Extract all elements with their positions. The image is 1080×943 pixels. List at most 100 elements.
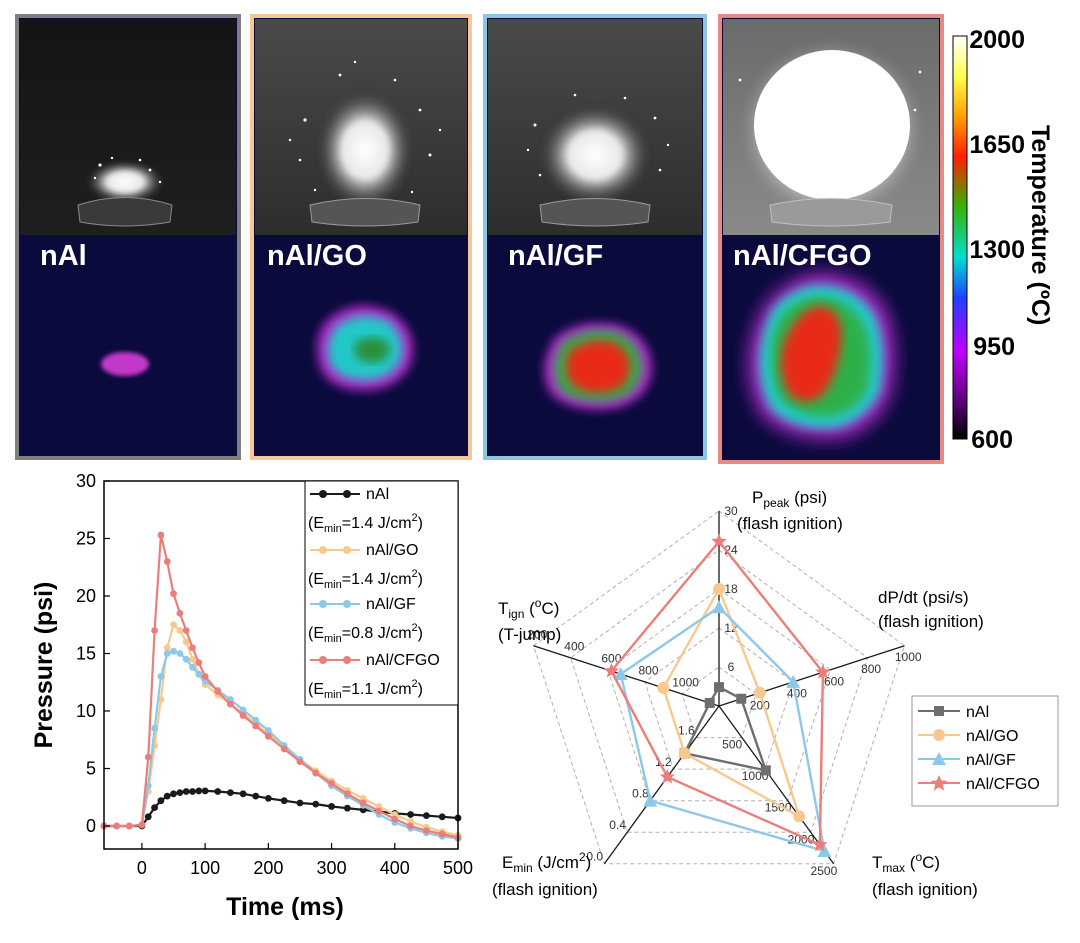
y-tick-label: 25 (76, 529, 96, 549)
radar-axis-titles: Ppeak (psi) (flash ignition) dP/dt (psi/… (492, 488, 984, 899)
data-point (422, 827, 430, 834)
data-point (201, 673, 209, 680)
pressure-time-chart: 0 100 200 300 400 500 0 5 10 15 20 25 30 Pressure (p… (30, 471, 473, 921)
colorbar-tick: 2000 (969, 26, 1025, 54)
radar-tick-label: 1500 (765, 801, 792, 815)
radar-data-point (812, 836, 828, 852)
axis-note: (T-jump) (498, 625, 561, 644)
data-point (296, 758, 304, 765)
data-point (227, 700, 234, 708)
x-tick-label: 100 (190, 858, 220, 878)
data-point (170, 621, 177, 629)
y-tick-label: 20 (76, 586, 96, 606)
data-point (125, 822, 133, 830)
legend-label: nAl/GF (966, 752, 1016, 769)
data-point (176, 789, 184, 797)
x-axis-label: Time (ms) (226, 893, 344, 921)
radar-series-nal-gf (613, 600, 832, 858)
data-point (189, 663, 196, 671)
radar-data-point (753, 686, 766, 699)
data-point (182, 788, 190, 795)
radar-tick-label: 500 (722, 738, 742, 752)
radar-tick-label: 30 (724, 504, 738, 518)
radar-tick-label: 1.2 (655, 755, 672, 769)
data-point (264, 795, 272, 802)
legend-label: nAl/GF (366, 596, 416, 613)
radar-tick-label: 1000 (672, 676, 699, 690)
data-point (343, 804, 351, 812)
radar-data-point (678, 747, 691, 760)
temperature-colorbar: 2000 1650 1300 950 600 Temperature (ºC) (952, 26, 1054, 454)
data-point (151, 724, 158, 732)
legend-entry-nal: nAl (Emin=1.4 J/cm2) (308, 486, 423, 535)
radar-data-point (713, 583, 725, 595)
radar-tick-label: 0.8 (632, 787, 649, 801)
data-point (239, 712, 247, 719)
radar-grid-ring (681, 666, 757, 739)
radar-series-nal-go (657, 583, 806, 823)
legend-entry-nal-cfgo: nAl/CFGO (Emin=1.1 J/cm2) (308, 652, 440, 701)
radar-axis (533, 645, 720, 707)
x-tick-label: 0 (137, 858, 147, 878)
data-point (391, 815, 399, 823)
panel-label: nAl/CFGO (733, 240, 872, 272)
data-point (201, 787, 209, 795)
radar-series-nal-cfgo (603, 533, 831, 852)
data-point (280, 797, 288, 805)
axis-note: (flash ignition) (492, 880, 598, 899)
panel-label: nAl/GF (508, 240, 603, 272)
y-tick-label: 15 (76, 644, 96, 664)
legend-entry-nal-go: nAl/GO (Emin=1.4 J/cm2) (308, 542, 423, 591)
data-point (264, 732, 272, 740)
data-point (343, 790, 351, 798)
legend-emin: (Emin=1.4 J/cm2) (308, 568, 423, 591)
data-point (252, 722, 260, 730)
data-point (214, 788, 222, 795)
axis-title-tmax: Tmax (oC) (872, 850, 940, 875)
axis-title-ppeak: Ppeak (psi) (752, 488, 827, 510)
radar-tick-label: 200 (527, 627, 547, 641)
data-point (422, 812, 430, 820)
data-point (280, 745, 288, 753)
data-point (163, 644, 171, 652)
radar-data-point (714, 682, 724, 693)
radar-data-point (643, 793, 658, 807)
colorbar-title: Temperature (ºC) (1026, 125, 1054, 325)
legend-label: nAl (366, 486, 389, 503)
data-point (195, 670, 203, 678)
data-point (182, 627, 190, 634)
legend-entry-nal: nAl (918, 704, 989, 721)
legend-entry-nal-gf: nAl/GF (Emin=0.8 J/cm2) (308, 596, 423, 645)
x-tick-label: 300 (317, 858, 347, 878)
radar-data-point (786, 674, 801, 688)
radar-series-line (609, 539, 825, 847)
data-point (113, 822, 121, 830)
radar-tick-label: 600 (601, 651, 621, 665)
legend-label: nAl/CFGO (966, 776, 1040, 793)
colorbar-tick: 1300 (969, 236, 1025, 264)
radar-data-point (704, 697, 715, 708)
data-point (157, 531, 165, 539)
radar-legend: nAl nAl/GO nAl/GF nAl/CFGO (911, 695, 1059, 807)
radar-series-line (619, 605, 826, 853)
data-point (163, 558, 171, 565)
data-point (157, 797, 165, 805)
series-nal (100, 787, 462, 830)
data-point (296, 799, 304, 807)
y-axis-label: Pressure (psi) (30, 582, 58, 749)
y-tick-label: 0 (86, 816, 96, 836)
data-point (157, 673, 165, 680)
radar-chart: 6121824302004006008001000500100015002000… (492, 488, 1059, 899)
legend-label: nAl/GO (366, 542, 418, 559)
data-point (163, 650, 171, 657)
data-point (407, 822, 414, 830)
legend-label: nAl (966, 704, 989, 721)
legend-emin: (Emin=1.4 J/cm2) (308, 512, 423, 535)
data-point (189, 644, 196, 652)
radar-grid-ring (532, 510, 906, 865)
legend-emin: (Emin=0.8 J/cm2) (308, 622, 423, 645)
data-point (151, 804, 158, 811)
data-point (163, 792, 171, 800)
colorbar-tick: 950 (973, 333, 1015, 361)
radar-series-line (662, 586, 802, 819)
